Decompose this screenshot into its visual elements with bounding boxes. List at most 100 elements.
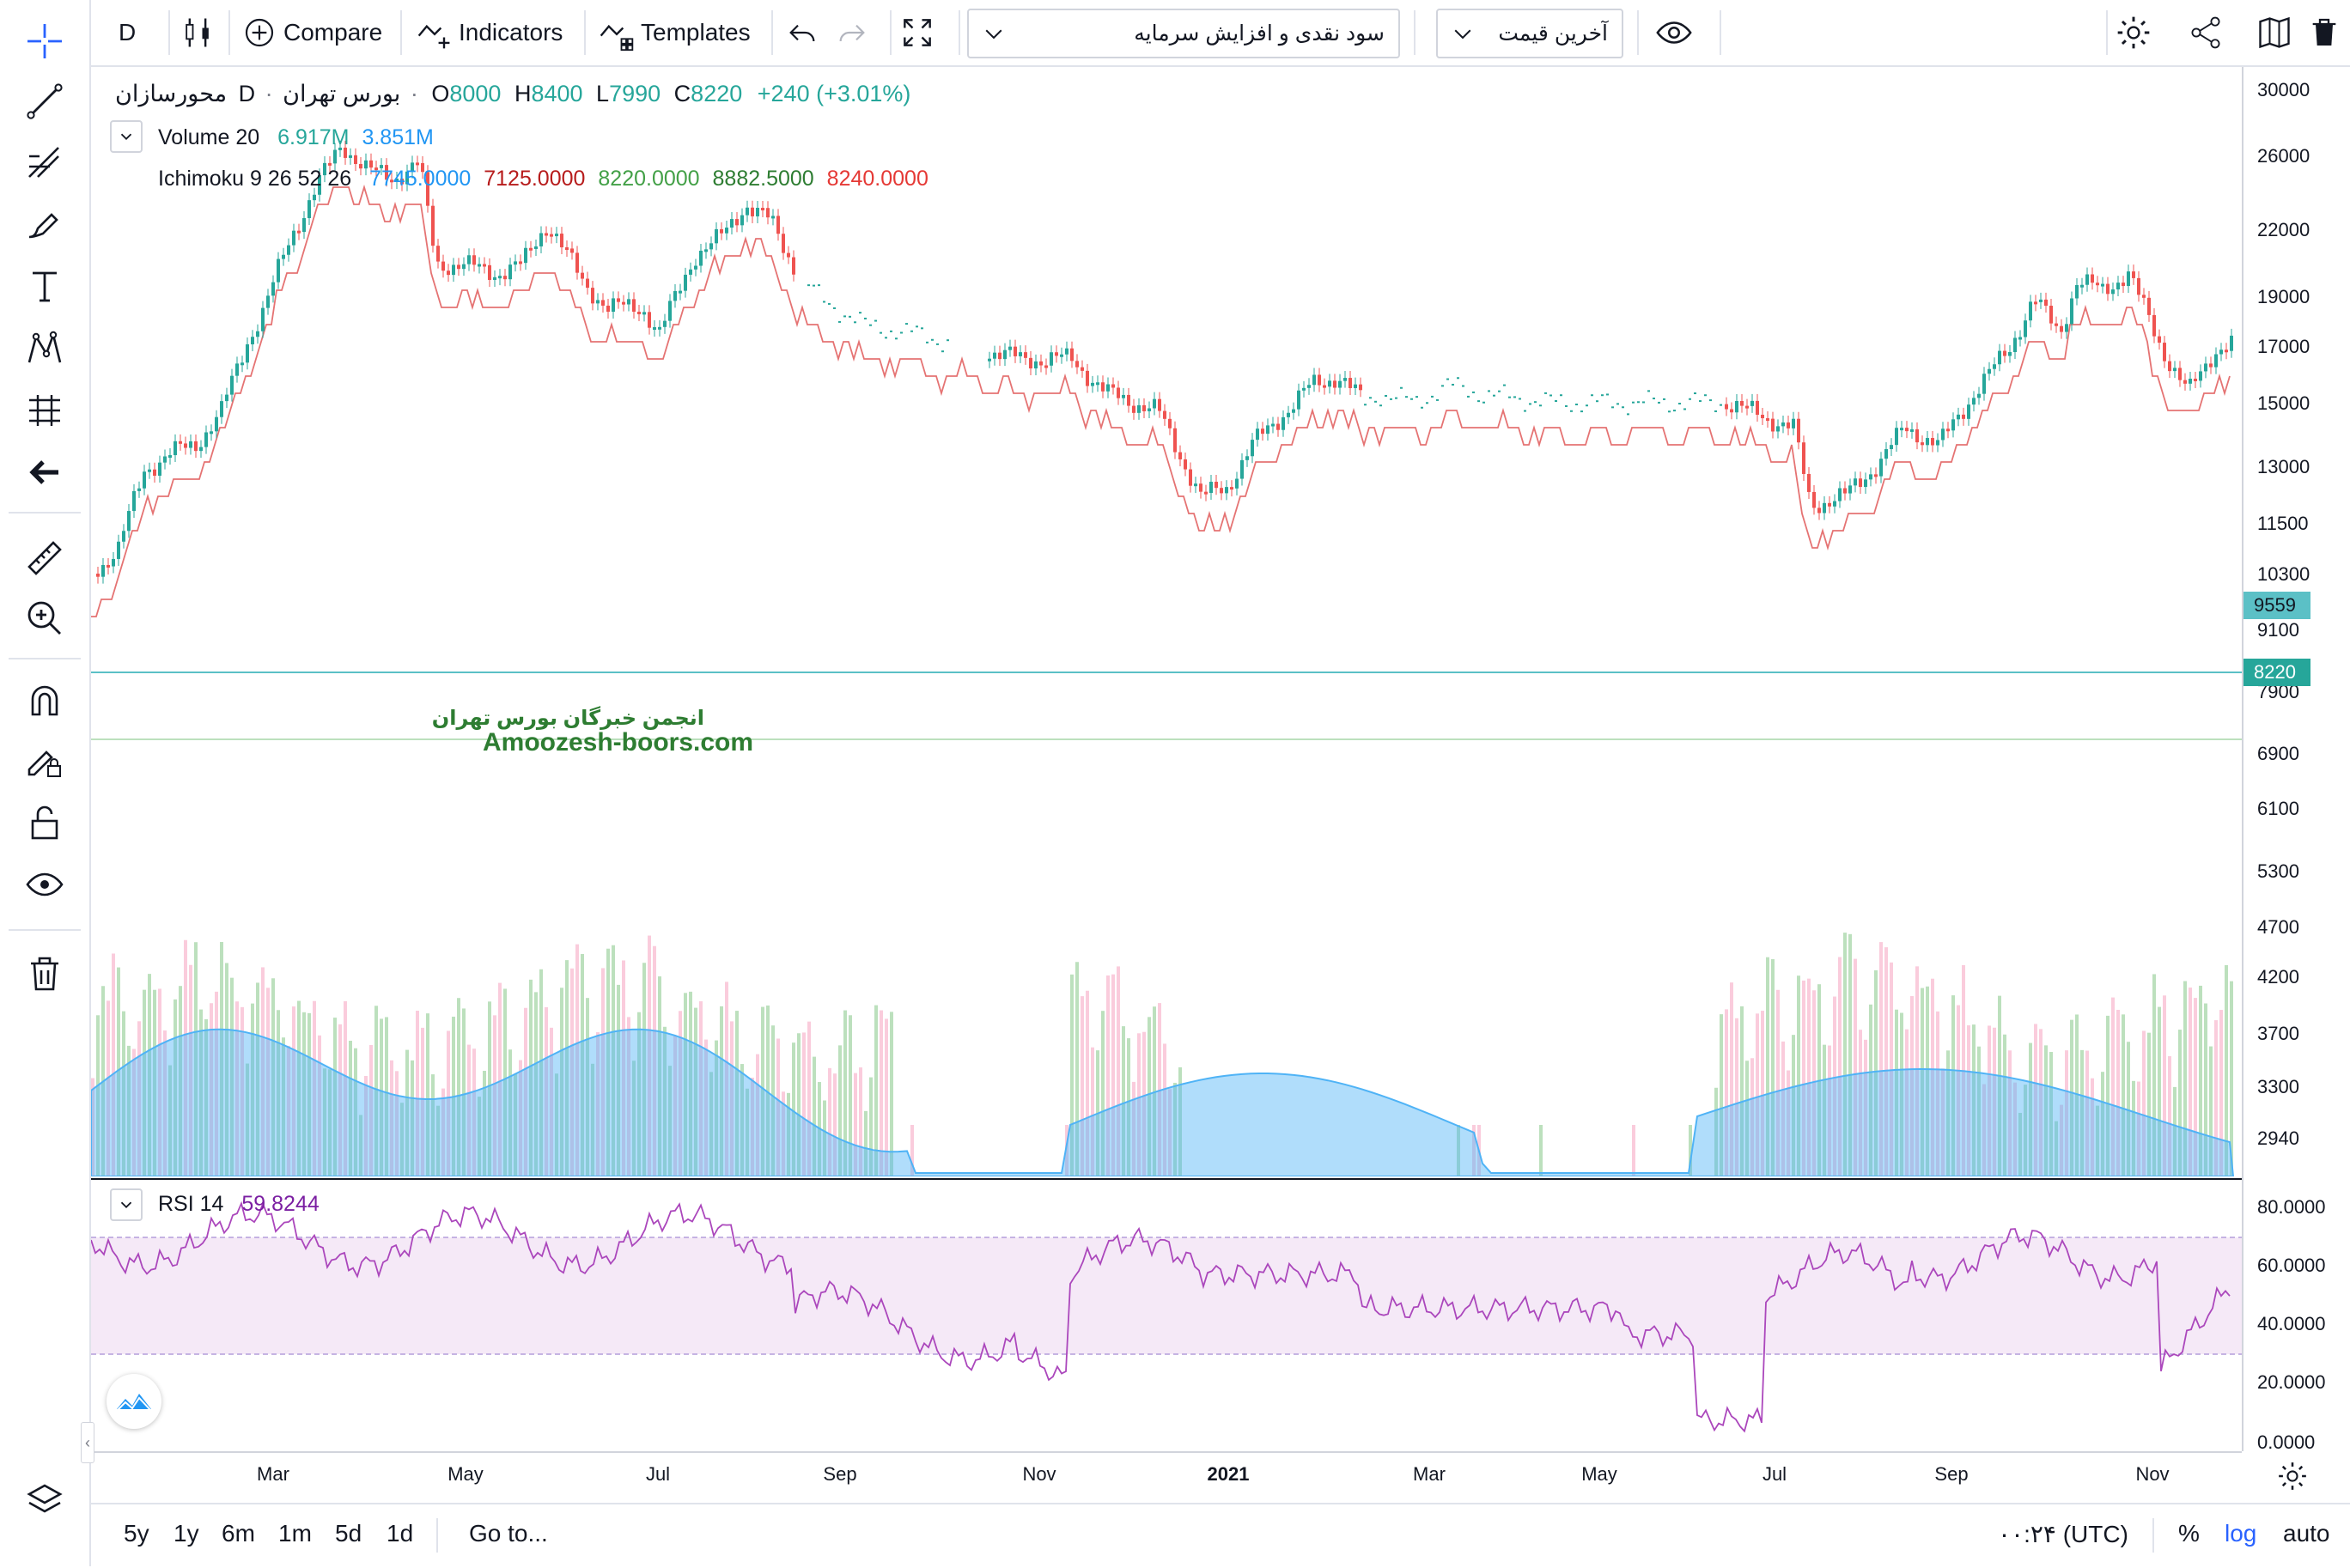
fullscreen-button[interactable]	[898, 0, 936, 65]
fib-retracement-icon[interactable]	[19, 137, 70, 189]
candle-body	[282, 255, 285, 259]
candle-body	[1060, 355, 1063, 357]
clock-display[interactable]: ۰۰:۲۴ (UTC)	[1998, 1520, 2128, 1548]
lagging-dot	[864, 318, 867, 319]
interval-button[interactable]: D	[119, 0, 136, 65]
candle-body	[787, 253, 790, 258]
templates-button[interactable]: Templates	[598, 0, 751, 65]
share-button[interactable]	[2187, 0, 2225, 65]
text-icon[interactable]	[19, 261, 70, 313]
candle-body	[1034, 362, 1038, 368]
range-1m[interactable]: 1m	[278, 1520, 312, 1547]
snapshot-button[interactable]	[2256, 0, 2293, 65]
settings-button[interactable]	[2115, 0, 2152, 65]
candle-body	[503, 276, 507, 279]
candle-body	[1199, 483, 1202, 491]
indicators-button[interactable]: Indicators	[416, 0, 563, 65]
candle-body	[488, 265, 491, 280]
candle-body	[1838, 489, 1842, 501]
strategy-select[interactable]: سود نقدی و افزایش سرمایه	[967, 9, 1400, 58]
range-1d[interactable]: 1d	[387, 1520, 413, 1547]
range-6m[interactable]: 6m	[222, 1520, 255, 1547]
candle-body	[1761, 415, 1764, 418]
lagging-dot	[813, 285, 815, 287]
compare-button[interactable]: Compare	[242, 0, 382, 65]
collapse-sidebar-button[interactable]: ‹	[81, 1422, 94, 1463]
axis-settings-button[interactable]	[2276, 1460, 2309, 1497]
range-5d[interactable]: 5d	[335, 1520, 362, 1547]
crosshair-icon[interactable]	[19, 15, 70, 67]
range-1y[interactable]: 1y	[174, 1520, 199, 1547]
layers-icon[interactable]	[19, 1475, 70, 1527]
candle-body	[1050, 352, 1053, 366]
candle-body	[1003, 350, 1007, 359]
candle-body	[2116, 283, 2120, 289]
lagging-dot	[890, 331, 892, 332]
auto-toggle[interactable]: auto	[2283, 1520, 2330, 1547]
redo-button[interactable]	[835, 0, 869, 65]
eye-icon[interactable]	[19, 859, 70, 910]
candle-body	[1132, 406, 1135, 413]
candle-body	[1910, 429, 1914, 432]
back-arrow-icon[interactable]	[19, 447, 70, 498]
range-5y[interactable]: 5y	[124, 1520, 149, 1547]
candle-body	[1359, 385, 1362, 391]
undo-button[interactable]	[785, 0, 819, 65]
candle-body	[2018, 337, 2022, 339]
lagging-dot	[936, 343, 939, 345]
candle-body	[2230, 336, 2233, 351]
brush-icon[interactable]	[19, 199, 70, 251]
candle-body	[225, 395, 228, 402]
trend-line-icon[interactable]	[19, 76, 70, 127]
zoom-in-icon[interactable]	[19, 593, 70, 644]
collapse-rsi-button[interactable]	[110, 1188, 143, 1221]
delete-button[interactable]	[2307, 0, 2341, 65]
collapse-legend-button[interactable]	[110, 120, 143, 153]
log-toggle[interactable]: log	[2225, 1520, 2256, 1547]
lock-drawing-icon[interactable]	[19, 735, 70, 787]
time-axis[interactable]: Mar May Jul Sep Nov 2021 Mar May Jul Sep Nov	[91, 1451, 2242, 1503]
price-pane[interactable]: محورسازان D · بورس تهران · O8000 H8400 L…	[91, 67, 2242, 1176]
candle-body	[689, 270, 692, 275]
lagging-dot	[1616, 403, 1619, 404]
candle-body	[1982, 374, 1986, 393]
prediction-icon[interactable]	[19, 385, 70, 436]
volume-ma-value: 3.851M	[362, 125, 433, 149]
symbol-name: محورسازان	[115, 81, 227, 106]
lock-icon[interactable]	[19, 797, 70, 848]
candle-body	[277, 259, 280, 283]
lagging-dot	[1709, 399, 1712, 401]
visibility-button[interactable]	[1654, 0, 1694, 65]
candle-body	[2085, 275, 2089, 285]
candle-body	[2008, 352, 2012, 356]
candle-body	[756, 208, 759, 216]
candle-body	[2070, 298, 2073, 324]
lagging-dot	[1452, 384, 1454, 386]
tradingview-logo[interactable]	[107, 1374, 161, 1429]
lagging-dot	[1668, 410, 1671, 412]
candle-body	[1323, 386, 1326, 388]
lagging-dot	[1415, 396, 1418, 398]
lagging-dot	[1385, 395, 1387, 397]
percent-toggle[interactable]: %	[2178, 1520, 2200, 1547]
candle-body	[246, 344, 249, 362]
rsi-value: 59.8244	[241, 1192, 319, 1216]
trash-icon[interactable]	[19, 948, 70, 1000]
time-tick-label: Sep	[823, 1463, 856, 1486]
goto-button[interactable]: Go to...	[469, 1520, 548, 1547]
candle-body	[2214, 355, 2218, 368]
price-tick-label: 4700	[2257, 916, 2299, 939]
price-axis[interactable]: 30000 26000 22000 19000 17000 15000 13000 11500…	[2242, 67, 2350, 1451]
magnet-icon[interactable]	[19, 675, 70, 726]
candle-body	[1977, 394, 1981, 398]
lagging-dot	[1534, 401, 1537, 403]
lagging-dot	[1704, 394, 1707, 396]
price-source-select[interactable]: آخرین قیمت	[1436, 9, 1623, 58]
rsi-pane[interactable]: RSI 14 59.8244	[91, 1178, 2242, 1453]
lagging-dot	[900, 331, 903, 333]
pattern-icon[interactable]	[19, 323, 70, 374]
candle-body	[2158, 337, 2161, 343]
ruler-icon[interactable]	[19, 532, 70, 584]
candle-body	[1266, 425, 1269, 434]
chart-type-button[interactable]	[179, 0, 216, 65]
